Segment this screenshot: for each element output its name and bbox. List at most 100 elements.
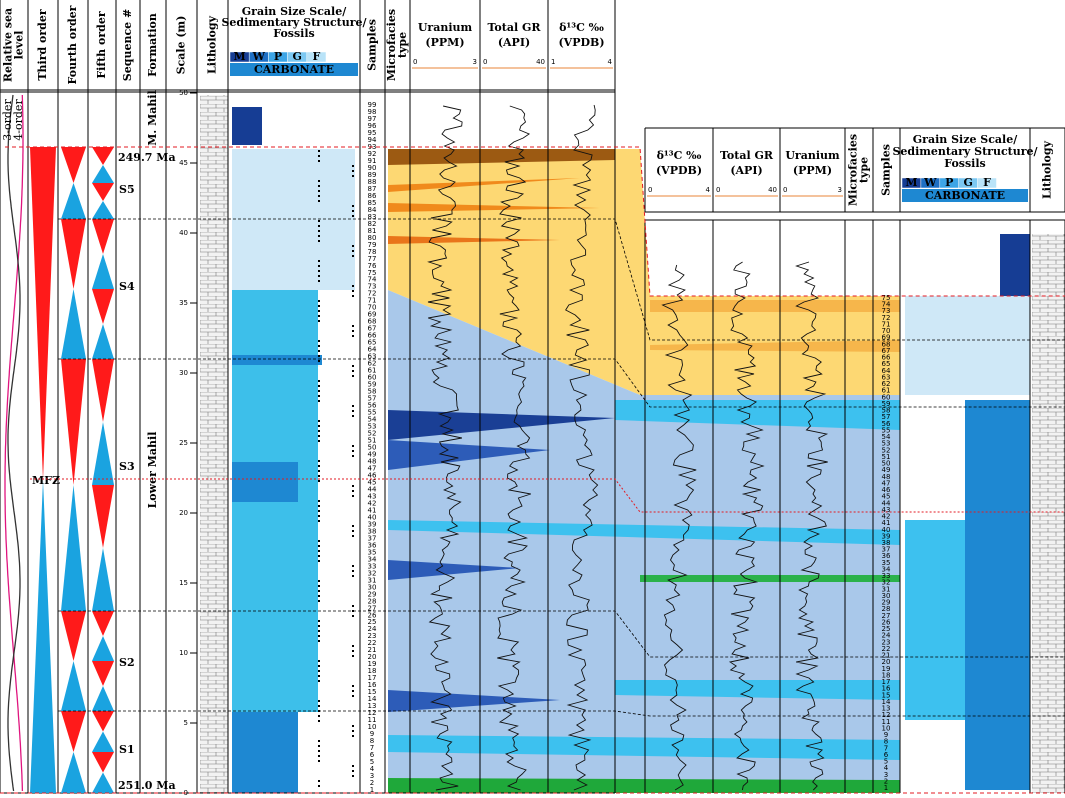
sample-number: 1	[884, 784, 888, 792]
sample-number: 35	[882, 559, 891, 567]
sample-mark	[352, 605, 354, 607]
mfz-label: MFZ	[32, 474, 60, 487]
regressive-triangle	[92, 485, 114, 548]
sample-mark	[318, 430, 320, 432]
transgressive-triangle	[61, 661, 86, 711]
sample-number: 84	[368, 206, 377, 214]
sample-number: 87	[368, 185, 377, 193]
sample-number: 28	[882, 605, 891, 613]
sample-mark	[318, 185, 320, 187]
sequence-boundary	[58, 610, 1065, 658]
sample-mark	[352, 775, 354, 777]
third-order-regressive	[30, 147, 56, 480]
sample-mark	[352, 495, 354, 497]
sample-number: 88	[368, 178, 377, 186]
navy-block	[232, 107, 262, 145]
column-header: Sedimentary Structure/	[221, 16, 367, 29]
column-header: Fourth order	[66, 5, 79, 84]
column-header: δ¹³C ‰	[657, 149, 702, 162]
sample-number: 15	[882, 691, 891, 699]
sequence-label: S4	[119, 280, 135, 293]
sample-number: 95	[368, 129, 377, 137]
sample-mark	[352, 615, 354, 617]
sample-number: 74	[882, 301, 891, 309]
column-header: Uranium	[418, 21, 473, 34]
scale-tick-label: 50	[179, 89, 188, 97]
sample-number: 52	[882, 446, 891, 454]
column-header: Lithology	[1041, 140, 1054, 199]
cyan-bed	[388, 520, 900, 545]
sample-mark	[318, 200, 320, 202]
sample-mark	[318, 625, 320, 627]
sample-number: 19	[882, 665, 891, 673]
sample-number: 59	[882, 400, 891, 408]
sample-mark	[318, 640, 320, 642]
sample-number: 53	[882, 440, 891, 448]
sample-mark	[318, 270, 320, 272]
sample-mark	[318, 310, 320, 312]
sample-mark	[318, 190, 320, 192]
sample-mark	[318, 465, 320, 467]
sample-mark	[352, 455, 354, 457]
sample-number: 54	[882, 433, 891, 441]
sample-mark	[352, 325, 354, 327]
sample-number: 18	[882, 671, 891, 679]
column-header: Samples	[880, 144, 893, 196]
sample-number: 81	[368, 227, 377, 235]
sample-mark	[318, 745, 320, 747]
sample-mark	[352, 490, 354, 492]
sample-mark	[352, 410, 354, 412]
sample-number: 43	[368, 492, 377, 500]
cyan-bed	[388, 735, 900, 760]
sample-number: 73	[882, 307, 891, 315]
sample-number: 75	[882, 294, 891, 302]
sample-mark	[318, 720, 320, 722]
sample-mark	[318, 740, 320, 742]
sample-mark	[318, 680, 320, 682]
third-order-transgressive	[30, 480, 56, 793]
curve-scale-label: 3	[473, 58, 477, 66]
sample-number: 5	[370, 758, 374, 766]
column-header: Third order	[36, 9, 49, 81]
curve-scale-label: 0	[483, 58, 487, 66]
sample-number: 89	[368, 171, 377, 179]
sample-number: 45	[882, 493, 891, 501]
grain-code: F	[312, 50, 320, 63]
light-bed	[232, 149, 355, 290]
regressive-triangle	[61, 219, 86, 289]
scale-tick-label: 5	[184, 719, 188, 727]
transgressive-triangle	[92, 422, 114, 485]
sequence-label: S2	[119, 656, 135, 669]
green-zone	[388, 778, 900, 793]
sample-mark	[352, 730, 354, 732]
sample-mark	[318, 235, 320, 237]
sample-number: 72	[882, 314, 891, 322]
column-header: Fossils	[944, 157, 985, 170]
sample-number: 33	[368, 562, 377, 570]
orange-bed	[650, 300, 900, 312]
sample-number: 34	[882, 565, 891, 573]
sample-number: 91	[368, 157, 377, 165]
sample-number: 36	[882, 552, 891, 560]
sample-number: 28	[368, 597, 377, 605]
navy-bed	[388, 410, 615, 440]
column-header: Sedimentary Structure/	[892, 145, 1038, 158]
curve-scale-label: 40	[768, 186, 777, 194]
sample-number: 33	[882, 572, 891, 580]
sample-mark	[352, 725, 354, 727]
sample-number: 67	[882, 347, 891, 355]
regressive-triangle	[92, 219, 114, 254]
sample-mark	[318, 590, 320, 592]
sample-mark	[318, 600, 320, 602]
sample-mark	[318, 635, 320, 637]
sequence-label: S3	[119, 460, 135, 473]
sample-mark	[352, 210, 354, 212]
scale-tick-label: 40	[179, 229, 188, 237]
sample-mark	[352, 645, 354, 647]
column-header: Uranium	[785, 149, 840, 162]
column-header: Sequence #	[121, 9, 134, 81]
sample-number: 60	[882, 393, 891, 401]
sample-number: 37	[368, 534, 377, 542]
sequence-boundary	[58, 358, 1065, 408]
regressive-triangle	[92, 661, 114, 686]
